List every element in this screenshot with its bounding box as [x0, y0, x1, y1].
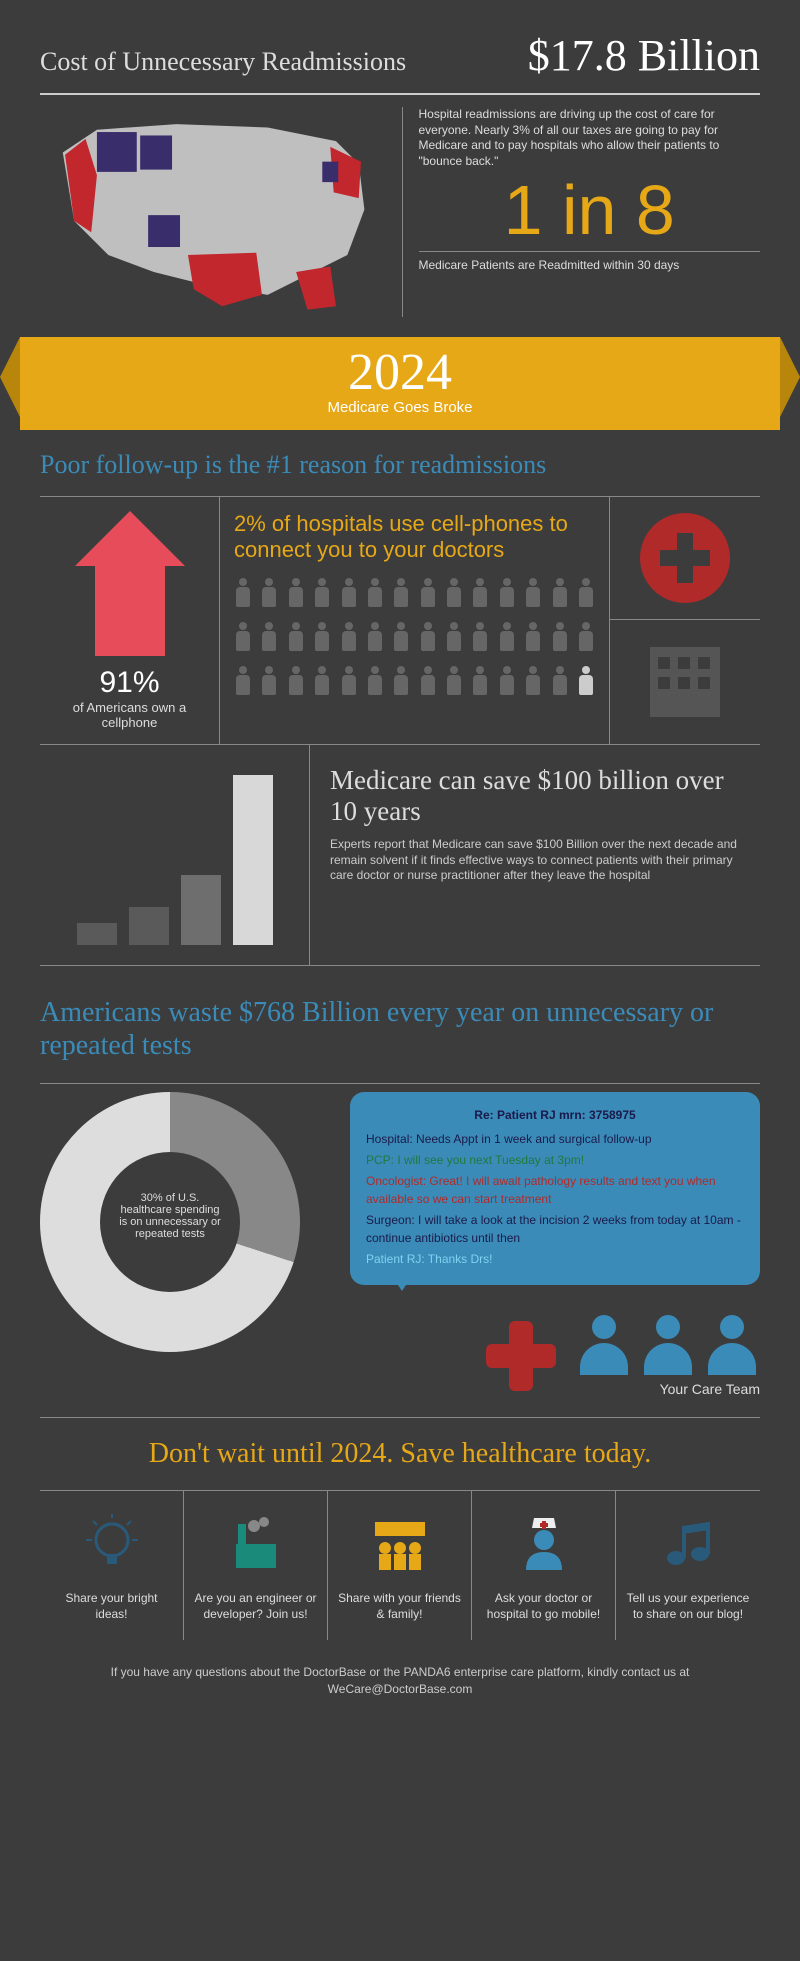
sec3-heading: Medicare can save $100 billion over 10 y… [330, 765, 740, 827]
stat-1in8: 1 in 8 [419, 175, 761, 245]
cta-text: Are you an engineer or developer? Join u… [192, 1591, 319, 1622]
chat-line: PCP: I will see you next Tuesday at 3pm! [366, 1151, 744, 1169]
person-icon [577, 622, 595, 654]
person-icon [419, 622, 437, 654]
person-icon [498, 666, 516, 698]
cta-item: Tell us your experience to share on our … [616, 1491, 760, 1640]
care-team-label: Your Care Team [576, 1381, 760, 1397]
person-icon [313, 622, 331, 654]
stat-91: 91% [54, 666, 205, 700]
cta-item: Share with your friends & family! [328, 1491, 472, 1640]
person-icon [340, 666, 358, 698]
ribbon-banner: 2024 Medicare Goes Broke [20, 337, 780, 430]
stat-91-sub: of Americans own a cellphone [54, 700, 205, 730]
person-icon [287, 578, 305, 610]
person-icon [366, 666, 384, 698]
person-icon [287, 666, 305, 698]
person-icon [471, 666, 489, 698]
person-icon [471, 578, 489, 610]
ribbon-sub: Medicare Goes Broke [20, 399, 780, 416]
person-icon [498, 578, 516, 610]
person-icon [577, 666, 595, 698]
cta-item: Share your bright ideas! [40, 1491, 184, 1640]
person-icon [340, 578, 358, 610]
us-map [40, 107, 382, 317]
person-icon [392, 666, 410, 698]
stat-1in8-sub: Medicare Patients are Readmitted within … [419, 251, 761, 272]
bar [233, 775, 273, 945]
red-cross-icon [486, 1321, 556, 1391]
person-icon [234, 578, 252, 610]
person-icon [313, 666, 331, 698]
music-icon [624, 1509, 752, 1579]
sec4-heading: Americans waste $768 Billion every year … [40, 996, 760, 1063]
person-icon [260, 666, 278, 698]
factory-icon [192, 1509, 319, 1579]
chat-bubble: Re: Patient RJ mrn: 3758975 Hospital: Ne… [350, 1092, 760, 1285]
cta-text: Share your bright ideas! [48, 1591, 175, 1622]
sec2-mid-heading: 2% of hospitals use cell-phones to conne… [234, 511, 595, 564]
bar-chart [40, 745, 310, 965]
person-icon [551, 666, 569, 698]
bar [129, 907, 169, 945]
person-icon [392, 578, 410, 610]
share-icon [336, 1509, 463, 1579]
ribbon-year: 2024 [20, 347, 780, 399]
person-icon [524, 622, 542, 654]
person-icon [445, 666, 463, 698]
sec1-blurb: Hospital readmissions are driving up the… [419, 107, 761, 169]
person-icon [445, 622, 463, 654]
cta-item: Are you an engineer or developer? Join u… [184, 1491, 328, 1640]
bar [77, 923, 117, 945]
cta-text: Ask your doctor or hospital to go mobile… [480, 1591, 607, 1622]
person-icon [366, 578, 384, 610]
bar [181, 875, 221, 945]
person-icon [419, 666, 437, 698]
person-icon [366, 622, 384, 654]
chat-line: Hospital: Needs Appt in 1 week and surgi… [366, 1130, 744, 1148]
sec5-heading: Don't wait until 2024. Save healthcare t… [40, 1438, 760, 1470]
person-icon [313, 578, 331, 610]
person-icon [392, 622, 410, 654]
cta-text: Share with your friends & family! [336, 1591, 463, 1622]
person-icon [551, 578, 569, 610]
person-icon [445, 578, 463, 610]
person-icon [234, 666, 252, 698]
person-icon [524, 666, 542, 698]
chat-line: Patient RJ: Thanks Drs! [366, 1250, 744, 1268]
header-title: Cost of Unnecessary Readmissions [40, 47, 406, 77]
person-icon [419, 578, 437, 610]
cta-text: Tell us your experience to share on our … [624, 1591, 752, 1622]
sec3-body: Experts report that Medicare can save $1… [330, 837, 740, 884]
person-icon [577, 578, 595, 610]
people-pictogram [234, 578, 595, 698]
donut-label: 30% of U.S. healthcare spending is on un… [115, 1192, 225, 1240]
person-icon [234, 622, 252, 654]
person-icon [340, 622, 358, 654]
chat-title: Re: Patient RJ mrn: 3758975 [366, 1106, 744, 1124]
person-icon [260, 622, 278, 654]
footer-text: If you have any questions about the Doct… [40, 1664, 760, 1698]
cta-item: Ask your doctor or hospital to go mobile… [472, 1491, 616, 1640]
person-icon [260, 578, 278, 610]
arrow-stem [95, 566, 165, 656]
bulb-icon [48, 1509, 175, 1579]
arrow-up-icon [75, 511, 185, 566]
person-icon [524, 578, 542, 610]
sec2-heading: Poor follow-up is the #1 reason for read… [40, 450, 760, 480]
person-icon [551, 622, 569, 654]
person-icon [287, 622, 305, 654]
header-amount: $17.8 Billion [528, 30, 760, 81]
chat-line: Oncologist: Great! I will await patholog… [366, 1172, 744, 1208]
chat-line: Surgeon: I will take a look at the incis… [366, 1211, 744, 1247]
care-team-icons [576, 1315, 760, 1375]
person-icon [471, 622, 489, 654]
person-icon [498, 622, 516, 654]
nurse-icon [480, 1509, 607, 1579]
red-cross-icon [640, 513, 730, 603]
hospital-building-icon [650, 647, 720, 717]
